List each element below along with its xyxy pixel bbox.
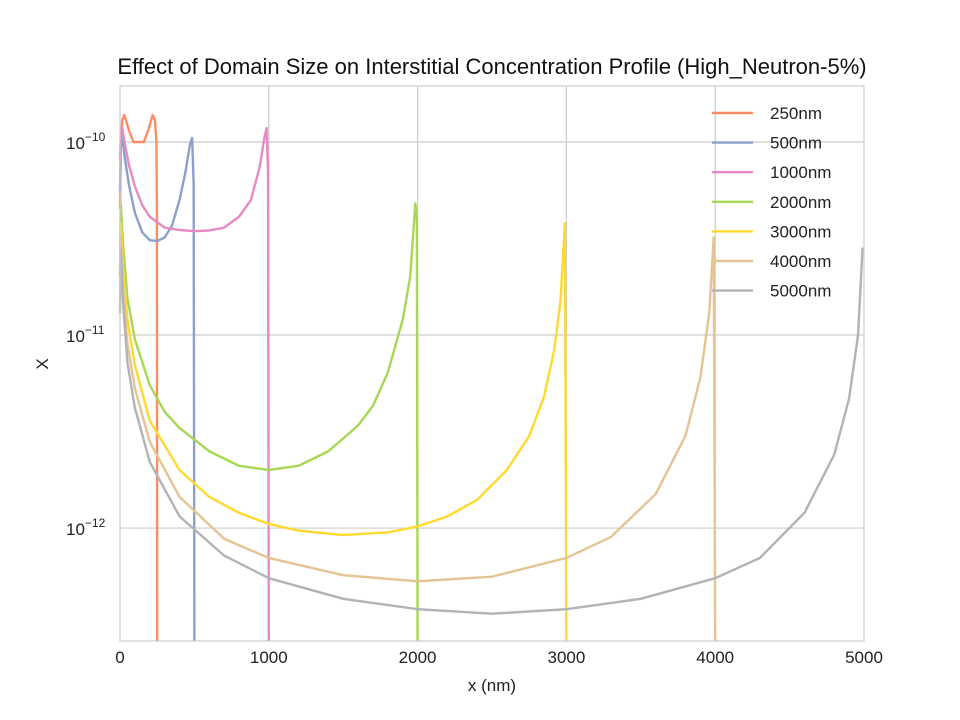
- series-line-5000nm: [118, 247, 864, 615]
- grid: [120, 86, 864, 641]
- x-tick-label: 5000: [845, 648, 883, 667]
- x-tick-label: 2000: [399, 648, 437, 667]
- series-line-1000nm: [118, 126, 270, 642]
- series-line-250nm: [118, 113, 159, 642]
- plot-area: [120, 86, 864, 641]
- series-line-3000nm: [118, 221, 568, 642]
- series-line-2000nm: [118, 202, 419, 642]
- legend-label: 500nm: [770, 134, 822, 153]
- y-tick-label: 10−12: [66, 516, 106, 539]
- x-tick-label: 3000: [547, 648, 585, 667]
- series-layer: [118, 113, 864, 642]
- y-axis-label: X: [33, 358, 52, 369]
- legend-label: 4000nm: [770, 252, 831, 271]
- y-axis-ticks: 10−12 10−11 10−10: [66, 130, 106, 539]
- legend-label: 2000nm: [770, 193, 831, 212]
- x-tick-label: 0: [115, 648, 124, 667]
- legend-label: 1000nm: [770, 163, 831, 182]
- x-tick-label: 1000: [250, 648, 288, 667]
- y-tick-label: 10−11: [66, 323, 105, 346]
- legend-label: 5000nm: [770, 282, 831, 301]
- plot-frame: [119, 85, 865, 642]
- chart-title: Effect of Domain Size on Interstitial Co…: [117, 54, 866, 79]
- x-tick-label: 4000: [696, 648, 734, 667]
- x-axis-label: x (nm): [468, 676, 516, 695]
- x-axis-ticks: 0 1000 2000 3000 4000 5000: [115, 648, 883, 667]
- legend-label: 3000nm: [770, 222, 831, 241]
- series-line-4000nm: [118, 236, 717, 642]
- y-tick-label: 10−10: [66, 130, 106, 153]
- legend-label: 250nm: [770, 104, 822, 123]
- legend: 250nm 500nm 1000nm 2000nm 3000nm 4000nm 5000nm: [712, 104, 831, 301]
- series-line-500nm: [118, 134, 196, 642]
